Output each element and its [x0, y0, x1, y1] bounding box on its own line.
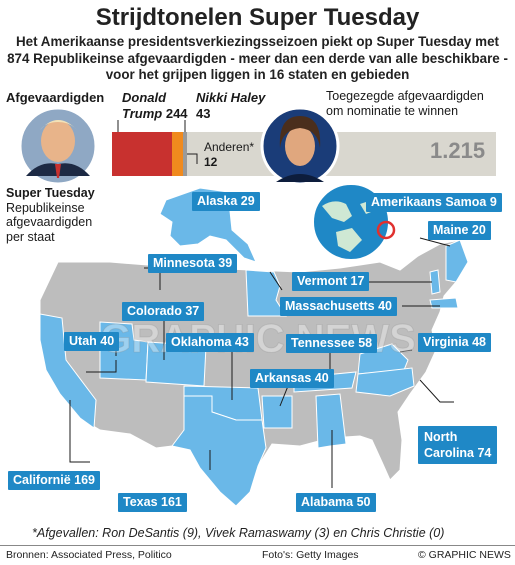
required-label: Toegezegde afgevaardigden om nominatie t…: [326, 89, 484, 119]
state-value: 39: [218, 256, 233, 270]
state-name: Oklahoma: [171, 335, 232, 349]
legend-desc: Republikeinse: [6, 200, 85, 215]
state-name: Arkansas: [255, 371, 312, 385]
state-value: 169: [74, 473, 95, 487]
legend-desc: afgevaardigden: [6, 215, 93, 229]
bar-others: [183, 132, 187, 176]
label-tennessee: Tennessee 58: [286, 334, 378, 353]
state-value: 20: [471, 223, 486, 237]
state-name: Vermont: [297, 274, 348, 288]
state-name: Maine: [433, 223, 469, 237]
state-texas: [171, 395, 267, 507]
subtitle-line: 874 Republikeinse afgevaardigden - meer …: [7, 50, 508, 66]
label-utah: Utah 40: [64, 332, 120, 351]
required-label-line: om nominatie te winnen: [326, 104, 459, 118]
others-label: Anderen*: [204, 140, 255, 154]
haley-name: Nikki Haley: [196, 90, 266, 105]
state-name: Utah: [69, 334, 97, 348]
bar-trump: [112, 132, 172, 176]
state-name: Alaska: [197, 194, 238, 208]
delegates-label: Afgevaardigden: [6, 90, 105, 105]
label-alabama: Alabama 50: [296, 493, 376, 512]
label-california: Californië 169: [8, 471, 100, 490]
state-name: Massachusetts: [285, 299, 375, 313]
state-value: 37: [185, 304, 200, 318]
state-name: Virginia: [423, 335, 469, 349]
state-value: 50: [356, 495, 371, 509]
state-value: 161: [161, 495, 182, 509]
state-name: Colorado: [127, 304, 182, 318]
trump-value: 244: [165, 106, 188, 121]
label-arkansas: Arkansas 40: [250, 369, 334, 388]
haley-value: 43: [196, 106, 211, 121]
state-value: 40: [378, 299, 393, 313]
trump-result: Trump 244: [122, 106, 188, 121]
legend-title: Super Tuesday: [6, 186, 95, 200]
footer-sources: Bronnen: Associated Press, Politico: [6, 549, 172, 561]
label-colorado: Colorado 37: [122, 302, 205, 321]
state-value: 9: [489, 195, 497, 209]
subtitle-line: Het Amerikaanse presidentsverkiezingssei…: [16, 34, 499, 49]
bar-haley: [172, 132, 183, 176]
label-north-carolina: North Carolina 74: [418, 426, 498, 464]
state-arkansas: [261, 395, 293, 429]
state-maine: [445, 239, 469, 283]
label-texas: Texas 161: [118, 493, 187, 512]
trump-first-name: Donald: [122, 90, 167, 105]
label-oklahoma: Oklahoma 43: [166, 333, 254, 352]
state-value: 48: [472, 335, 487, 349]
page-title: Strijdtonelen Super Tuesday: [95, 4, 420, 31]
state-name: Tennessee: [291, 336, 355, 350]
state-name: Alabama: [301, 495, 354, 509]
state-value: 17: [350, 274, 365, 288]
state-value: 40: [100, 334, 115, 348]
state-north-carolina: [355, 367, 415, 397]
footer-photos: Foto's: Getty Images: [262, 549, 359, 561]
state-value: 58: [358, 336, 373, 350]
delegate-bar-graphic: [18, 106, 496, 186]
footer: Bronnen: Associated Press, Politico Foto…: [0, 545, 515, 565]
haley-photo: [260, 106, 340, 186]
state-name: Minnesota: [153, 256, 215, 270]
subtitle-line: voor het grijpen liggen in 16 staten en …: [105, 67, 410, 82]
state-alabama: [315, 393, 347, 449]
state-name: Californië: [13, 473, 71, 487]
label-maine: Maine 20: [428, 221, 491, 240]
state-name: Amerikaans Samoa: [371, 195, 487, 209]
subtitle: Het Amerikaanse presidentsverkiezingssei…: [6, 34, 509, 84]
state-vermont: [429, 269, 441, 295]
footnote: *Afgevallen: Ron DeSantis (9), Vivek Ram…: [32, 526, 445, 540]
label-amerikaans-samoa: Amerikaans Samoa 9: [366, 193, 502, 212]
trump-last-name: Trump: [122, 106, 163, 121]
required-value: 1.215: [430, 138, 486, 163]
label-alaska: Alaska 29: [192, 192, 260, 211]
label-massachusetts: Massachusetts 40: [280, 297, 398, 316]
state-name-line: North: [424, 430, 458, 444]
state-name: Texas: [123, 495, 158, 509]
others-value: 12: [204, 155, 218, 169]
label-minnesota: Minnesota 39: [148, 254, 238, 273]
required-label-line: Toegezegde afgevaardigden: [326, 89, 484, 103]
state-value: 29: [240, 194, 255, 208]
state-value: 43: [234, 335, 249, 349]
legend: Super Tuesday Republikeinse afgevaardigd…: [6, 186, 95, 244]
label-virginia: Virginia 48: [418, 333, 492, 352]
label-vermont: Vermont 17: [292, 272, 370, 291]
state-name-line: Carolina 74: [424, 446, 492, 460]
footer-credit: © GRAPHIC NEWS: [418, 549, 511, 561]
legend-desc: per staat: [6, 229, 55, 244]
state-value: 40: [314, 371, 329, 385]
trump-photo: [18, 106, 98, 186]
